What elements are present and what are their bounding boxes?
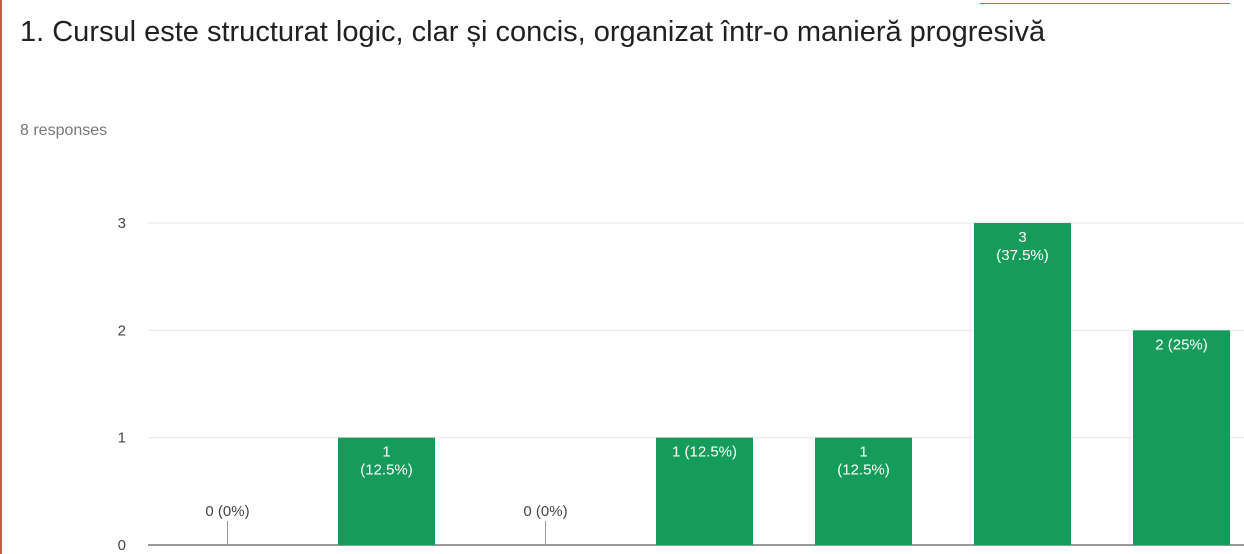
bar: [338, 437, 435, 545]
data-label: 1 (12.5%): [360, 444, 413, 479]
frame-line: [980, 3, 1230, 4]
data-label: 2 (25%): [1155, 336, 1208, 353]
data-label: 0 (0%): [523, 503, 567, 520]
data-label: 1 (12.5%): [672, 444, 737, 461]
bar: [815, 437, 912, 545]
chart-subtitle: 8 responses: [20, 122, 108, 139]
bar: [656, 437, 753, 545]
data-label: 0 (0%): [205, 503, 249, 520]
y-tick-label: 0: [118, 537, 126, 554]
y-tick-label: 1: [118, 430, 126, 447]
bar: [1133, 330, 1230, 545]
data-label: 3 (37.5%): [996, 229, 1049, 264]
data-label: 1 (12.5%): [837, 444, 890, 479]
chart-title: 1. Cursul este structurat logic, clar și…: [20, 16, 1046, 48]
y-tick-label: 3: [118, 215, 126, 232]
bar: [974, 223, 1071, 545]
y-tick-label: 2: [118, 322, 126, 339]
